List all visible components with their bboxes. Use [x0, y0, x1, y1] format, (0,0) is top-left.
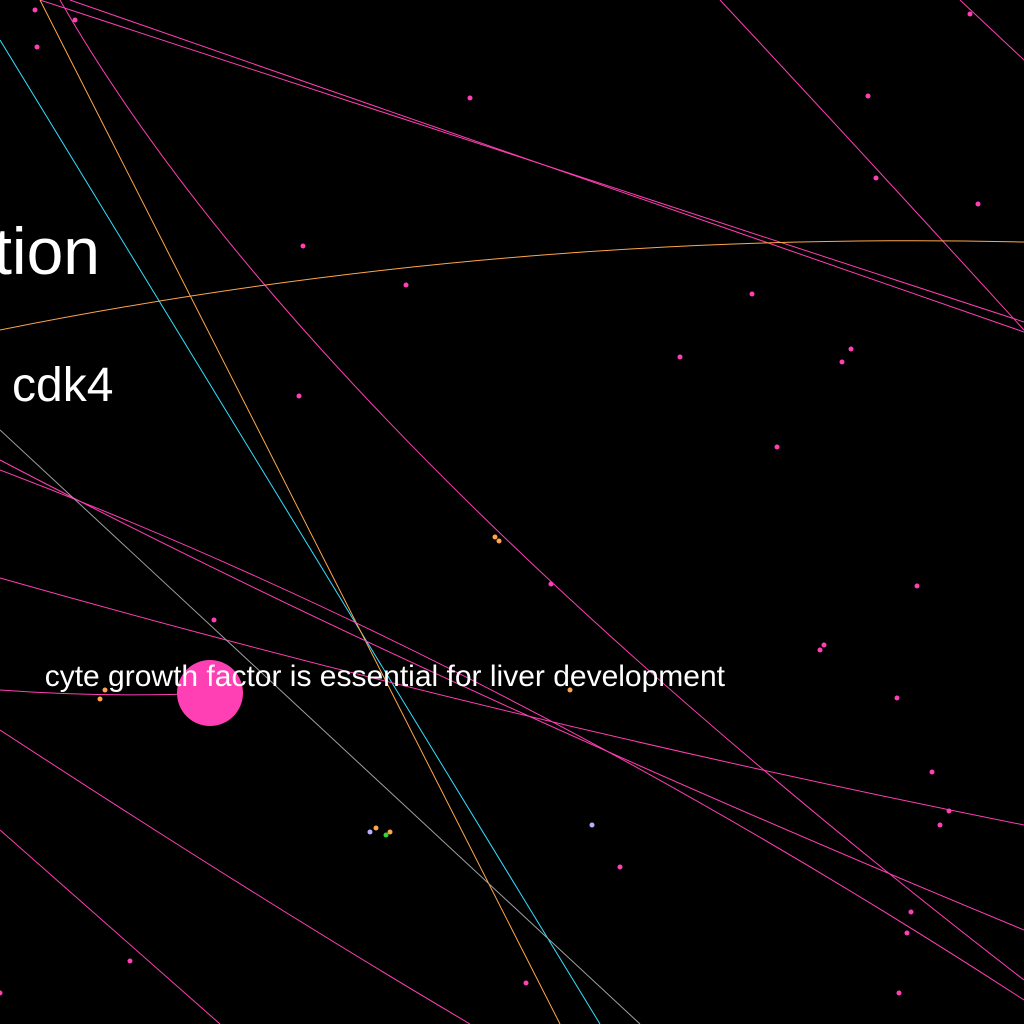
graph-node[interactable]: [908, 909, 914, 915]
graph-node[interactable]: [839, 359, 845, 365]
graph-node[interactable]: [383, 832, 389, 838]
graph-node[interactable]: [821, 642, 827, 648]
graph-edge: [0, 39, 601, 1024]
highlighted-node[interactable]: [177, 660, 243, 726]
graph-node[interactable]: [373, 825, 379, 831]
graph-node[interactable]: [523, 980, 529, 986]
graph-node[interactable]: [677, 354, 683, 360]
graph-node[interactable]: [967, 11, 973, 17]
graph-node[interactable]: [865, 93, 871, 99]
node-label-cdk4: cdk4: [12, 359, 114, 412]
graph-edge: [0, 240, 1024, 331]
graph-edge: [0, 459, 1024, 931]
graph-node[interactable]: [904, 930, 910, 936]
graph-node[interactable]: [975, 201, 981, 207]
graph-edge: [39, 0, 561, 1024]
graph-edge: [69, 0, 1024, 333]
graph-node[interactable]: [929, 769, 935, 775]
graph-node[interactable]: [589, 822, 595, 828]
graph-node[interactable]: [72, 17, 78, 23]
graph-edge: [0, 577, 1024, 826]
graph-node[interactable]: [0, 990, 3, 996]
graph-node[interactable]: [211, 617, 217, 623]
graph-node[interactable]: [848, 346, 854, 352]
graph-node[interactable]: [496, 538, 502, 544]
graph-node[interactable]: [467, 95, 473, 101]
node-label-top: tion: [0, 214, 100, 288]
graph-node[interactable]: [387, 829, 393, 835]
graph-edge: [0, 429, 641, 1024]
graph-node[interactable]: [946, 808, 952, 814]
graph-node[interactable]: [937, 822, 943, 828]
graph-node[interactable]: [300, 243, 306, 249]
graph-node[interactable]: [102, 687, 108, 693]
graph-node[interactable]: [617, 864, 623, 870]
graph-node[interactable]: [32, 7, 38, 13]
node-label-hepatocyte-growth-factor: cyte growth factor is essential for live…: [44, 660, 725, 693]
graph-edge: [0, 469, 1024, 1001]
graph-node[interactable]: [492, 534, 498, 540]
graph-node[interactable]: [127, 958, 133, 964]
graph-node[interactable]: [817, 647, 823, 653]
graph-node[interactable]: [567, 687, 573, 693]
graph-node[interactable]: [97, 696, 103, 702]
graph-node[interactable]: [548, 581, 554, 587]
graph-edge: [0, 829, 221, 1024]
graph-node[interactable]: [367, 829, 373, 835]
graph-node[interactable]: [403, 282, 409, 288]
graph-node[interactable]: [296, 393, 302, 399]
graph-node[interactable]: [894, 695, 900, 701]
graph-node[interactable]: [914, 583, 920, 589]
graph-nodes: [0, 7, 981, 996]
graph-node[interactable]: [896, 990, 902, 996]
graph-edge: [719, 0, 1024, 331]
graph-node[interactable]: [749, 291, 755, 297]
graph-edge: [59, 0, 1024, 981]
graph-node[interactable]: [873, 175, 879, 181]
graph-node[interactable]: [34, 44, 40, 50]
graph-node[interactable]: [774, 444, 780, 450]
graph-edge: [959, 0, 1024, 61]
graph-edge: [0, 729, 471, 1024]
